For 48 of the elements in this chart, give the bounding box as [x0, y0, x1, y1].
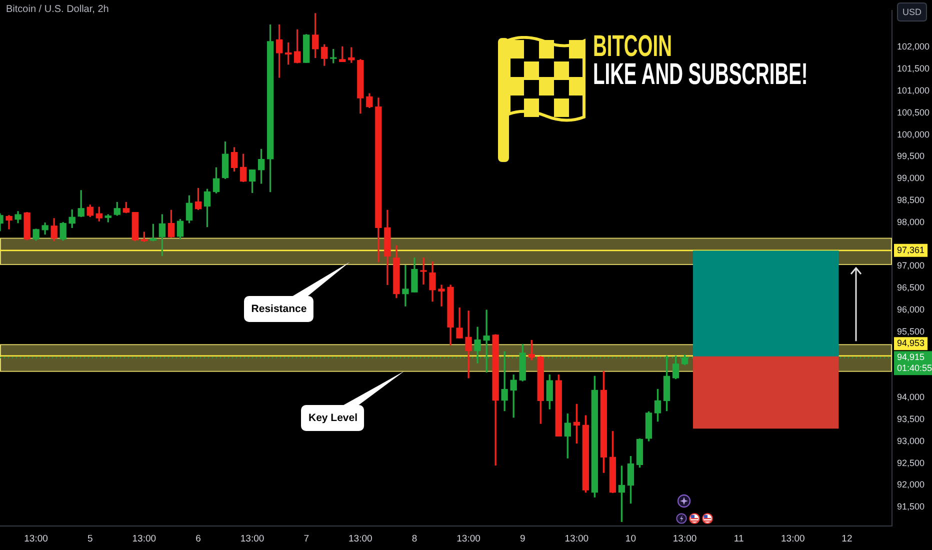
y-tick-label: 101,000 [897, 85, 930, 96]
y-tick-label: 97,000 [897, 260, 925, 271]
y-tick-label: 100,000 [897, 129, 930, 140]
ref-line-label: 94,915 01:40:55 [897, 352, 932, 374]
y-tick-label: 93,000 [897, 436, 925, 446]
y-tick-label: 94,000 [897, 392, 925, 402]
y-tick-label: 100,500 [897, 107, 930, 118]
x-tick-label: 13:00 [240, 533, 264, 544]
x-tick-label: 13:00 [672, 533, 697, 544]
x-tick-label: 6 [196, 533, 201, 544]
x-tick-label: 13:00 [348, 533, 372, 544]
y-tick-label: 99,000 [897, 173, 925, 184]
y-tick-label: 102,000 [897, 42, 930, 52]
x-tick-label: 12 [842, 533, 852, 544]
candlestick [402, 265, 409, 306]
annotation: Resistance [251, 303, 307, 315]
y-tick-label: 93,500 [897, 414, 925, 424]
y-tick-label: 98,500 [897, 195, 925, 206]
candlestick [465, 310, 472, 378]
y-tick-label: 99,500 [897, 151, 925, 162]
y-tick-label: 96,500 [897, 282, 925, 293]
candlestick [420, 258, 427, 285]
y-tick-label: 96,000 [897, 304, 925, 315]
candlestick [501, 351, 508, 412]
x-tick-label: 8 [412, 533, 418, 544]
x-tick-label: 13:00 [24, 533, 48, 544]
y-tick-label: 101,500 [897, 64, 930, 74]
x-tick-label: 10 [625, 533, 636, 544]
x-tick-label: 13:00 [781, 533, 805, 544]
x-tick-label: 7 [304, 533, 309, 544]
x-tick-label: 5 [87, 533, 93, 544]
y-tick-label: 91,500 [897, 502, 925, 512]
y-tick-label: 95,500 [897, 326, 925, 336]
ref-line-label: 97,361 [897, 244, 925, 255]
x-tick-label: 13:00 [132, 533, 156, 544]
candlestick [438, 284, 445, 306]
y-tick-label: 98,000 [897, 216, 925, 227]
x-tick-label: 9 [520, 533, 526, 544]
y-axis-title: USD [902, 6, 922, 17]
chart-title: Bitcoin / U.S. Dollar, 2h [6, 4, 109, 15]
candlestick [510, 374, 517, 418]
y-tick-label: 92,500 [897, 458, 925, 468]
x-tick-label: 11 [734, 533, 744, 544]
ref-line-label: 94,953 [897, 338, 925, 348]
annotation: Key Level [308, 412, 358, 424]
x-tick-label: 13:00 [456, 533, 480, 544]
y-tick-label: 92,000 [897, 480, 925, 490]
x-tick-label: 13:00 [564, 533, 589, 544]
